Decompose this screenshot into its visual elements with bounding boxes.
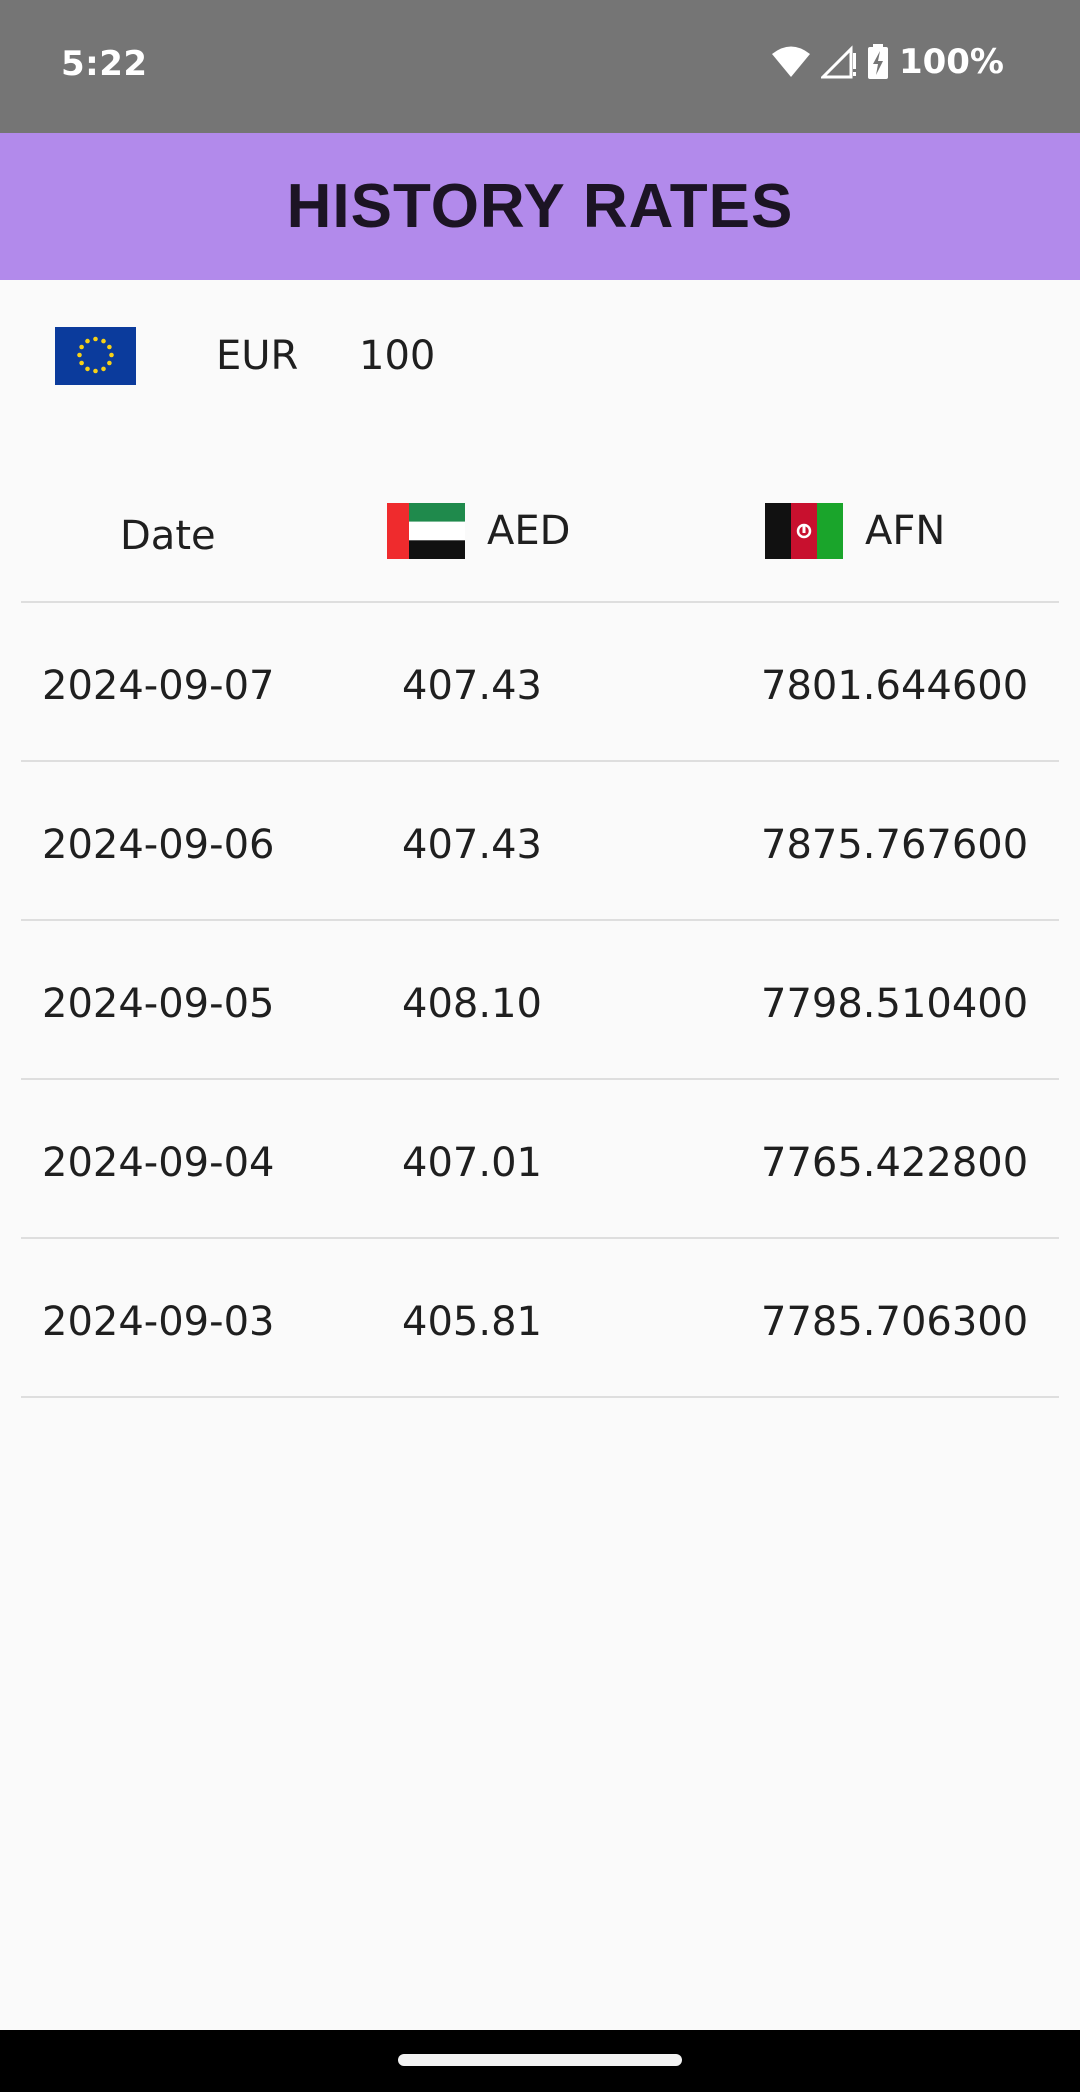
header-aed[interactable]: AED bbox=[387, 503, 570, 559]
signal-icon bbox=[820, 45, 856, 79]
row-afn: 7875.767600 bbox=[761, 822, 1029, 868]
base-currency-row[interactable]: EUR 100 bbox=[0, 280, 1080, 430]
row-afn: 7785.706300 bbox=[761, 1299, 1029, 1345]
header-date: Date bbox=[120, 513, 216, 559]
app-bar: HISTORY RATES bbox=[0, 133, 1080, 280]
status-bar: 5:22 100% bbox=[0, 0, 1080, 133]
eu-flag-icon bbox=[55, 327, 136, 385]
page-title: HISTORY RATES bbox=[286, 172, 794, 241]
row-date: 2024-09-03 bbox=[42, 1299, 275, 1345]
header-afn[interactable]: AFN bbox=[765, 503, 945, 559]
base-currency-code: EUR bbox=[216, 333, 299, 379]
row-afn: 7798.510400 bbox=[761, 981, 1029, 1027]
uae-flag-icon bbox=[387, 503, 465, 559]
status-time: 5:22 bbox=[61, 44, 148, 84]
row-afn: 7801.644600 bbox=[761, 663, 1029, 709]
table-row[interactable]: 2024-09-03 405.81 7785.706300 bbox=[21, 1239, 1059, 1398]
table-row[interactable]: 2024-09-07 407.43 7801.644600 bbox=[21, 603, 1059, 762]
row-date: 2024-09-04 bbox=[42, 1140, 275, 1186]
table-row[interactable]: 2024-09-04 407.01 7765.422800 bbox=[21, 1080, 1059, 1239]
battery-percent: 100% bbox=[898, 42, 1004, 82]
rates-table: 2024-09-07 407.43 7801.644600 2024-09-06… bbox=[21, 603, 1059, 1398]
status-icons: 100% bbox=[771, 42, 1004, 82]
table-row[interactable]: 2024-09-05 408.10 7798.510400 bbox=[21, 921, 1059, 1080]
table-row[interactable]: 2024-09-06 407.43 7875.767600 bbox=[21, 762, 1059, 921]
navigation-bar bbox=[0, 2030, 1080, 2092]
wifi-icon bbox=[771, 46, 810, 77]
base-amount[interactable]: 100 bbox=[359, 333, 436, 379]
row-aed: 407.43 bbox=[402, 663, 542, 709]
row-date: 2024-09-07 bbox=[42, 663, 275, 709]
afghanistan-flag-icon bbox=[765, 503, 843, 559]
header-aed-code: AED bbox=[487, 508, 571, 554]
row-aed: 408.10 bbox=[402, 981, 542, 1027]
row-date: 2024-09-05 bbox=[42, 981, 275, 1027]
battery-charging-icon bbox=[867, 44, 888, 79]
row-aed: 407.43 bbox=[402, 822, 542, 868]
header-afn-code: AFN bbox=[865, 508, 946, 554]
row-aed: 407.01 bbox=[402, 1140, 542, 1186]
row-aed: 405.81 bbox=[402, 1299, 542, 1345]
home-gesture-handle[interactable] bbox=[398, 2054, 682, 2066]
table-header: Date AED AFN bbox=[21, 465, 1059, 603]
row-afn: 7765.422800 bbox=[761, 1140, 1029, 1186]
row-date: 2024-09-06 bbox=[42, 822, 275, 868]
